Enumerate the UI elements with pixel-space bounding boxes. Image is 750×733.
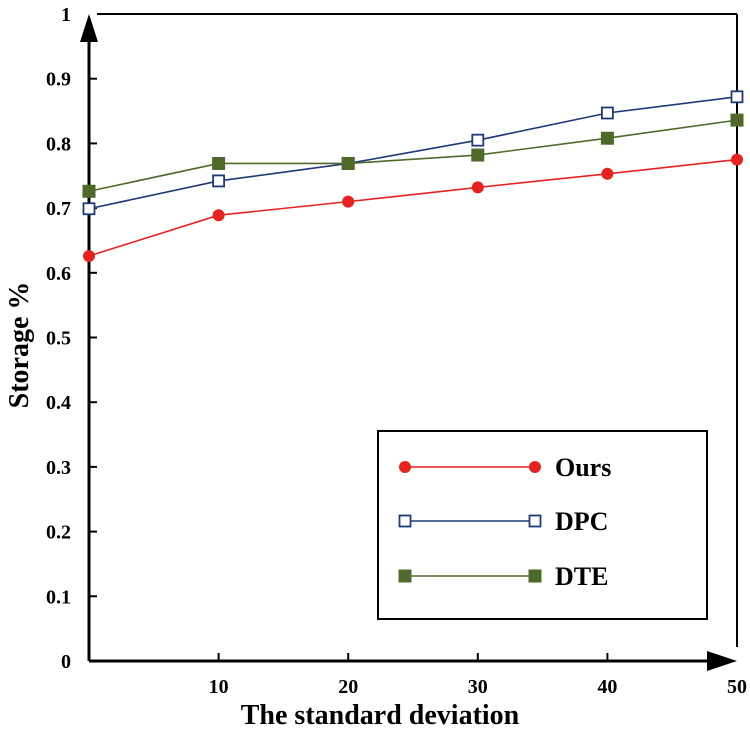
data-point-dpc xyxy=(82,202,96,216)
data-point-ours xyxy=(471,181,484,194)
x-tick-label: 30 xyxy=(468,676,488,698)
y-tick-label: 0.2 xyxy=(46,522,71,544)
y-tick-label: 0.5 xyxy=(46,328,71,350)
y-axis-title: Storage % xyxy=(4,282,35,409)
legend-label-dte: DTE xyxy=(555,562,608,591)
x-tick-label: 20 xyxy=(338,676,358,698)
x-tick-label: 10 xyxy=(209,676,229,698)
x-axis-arrow xyxy=(707,651,737,671)
data-point-ours xyxy=(342,195,355,208)
data-point-ours xyxy=(601,167,614,180)
data-point-dte xyxy=(341,156,355,170)
data-point-ours xyxy=(731,153,743,166)
y-tick-label: 0.4 xyxy=(46,392,71,414)
data-point-dte xyxy=(212,156,226,170)
series-line-dpc xyxy=(88,96,738,210)
data-point-dpc xyxy=(601,106,614,120)
data-point-dpc xyxy=(471,133,485,147)
data-point-dte xyxy=(471,148,485,162)
y-tick-label: 0.9 xyxy=(46,69,71,91)
legend-marker-dte xyxy=(528,569,542,583)
y-tick-label: 0.7 xyxy=(46,198,71,220)
legend-label-dpc: DPC xyxy=(555,507,608,536)
data-point-ours xyxy=(83,249,95,262)
data-point-dte xyxy=(730,113,744,127)
legend-label-ours: Ours xyxy=(555,453,611,482)
series-dte xyxy=(82,113,744,198)
data-point-dpc xyxy=(730,90,744,104)
legend-marker-dte xyxy=(398,569,412,583)
data-point-dpc xyxy=(212,174,226,188)
x-tick-label: 50 xyxy=(727,676,747,698)
x-axis-title: The standard deviation xyxy=(241,700,520,731)
y-axis-arrow xyxy=(80,14,98,42)
series-line-ours xyxy=(88,158,738,257)
series-ours xyxy=(83,153,743,262)
y-tick-label: 0.8 xyxy=(46,133,71,155)
x-tick-label: 40 xyxy=(597,676,617,698)
legend-marker-ours xyxy=(399,461,411,473)
y-tick-label: 0 xyxy=(61,651,71,673)
series-line-dte xyxy=(88,119,738,193)
y-tick-label: 0.6 xyxy=(46,263,71,285)
data-point-ours xyxy=(212,209,225,222)
y-tick-label: 0.1 xyxy=(46,586,71,608)
y-tick-label: 0.3 xyxy=(46,457,71,479)
data-point-dte xyxy=(82,184,96,198)
legend-marker-dpc xyxy=(398,514,412,528)
legend-marker-dpc xyxy=(528,514,542,528)
y-tick-label: 1 xyxy=(61,4,71,26)
legend-marker-ours xyxy=(529,461,541,473)
series-dpc xyxy=(82,90,744,216)
data-point-dte xyxy=(600,131,614,145)
legend-box xyxy=(377,430,708,620)
